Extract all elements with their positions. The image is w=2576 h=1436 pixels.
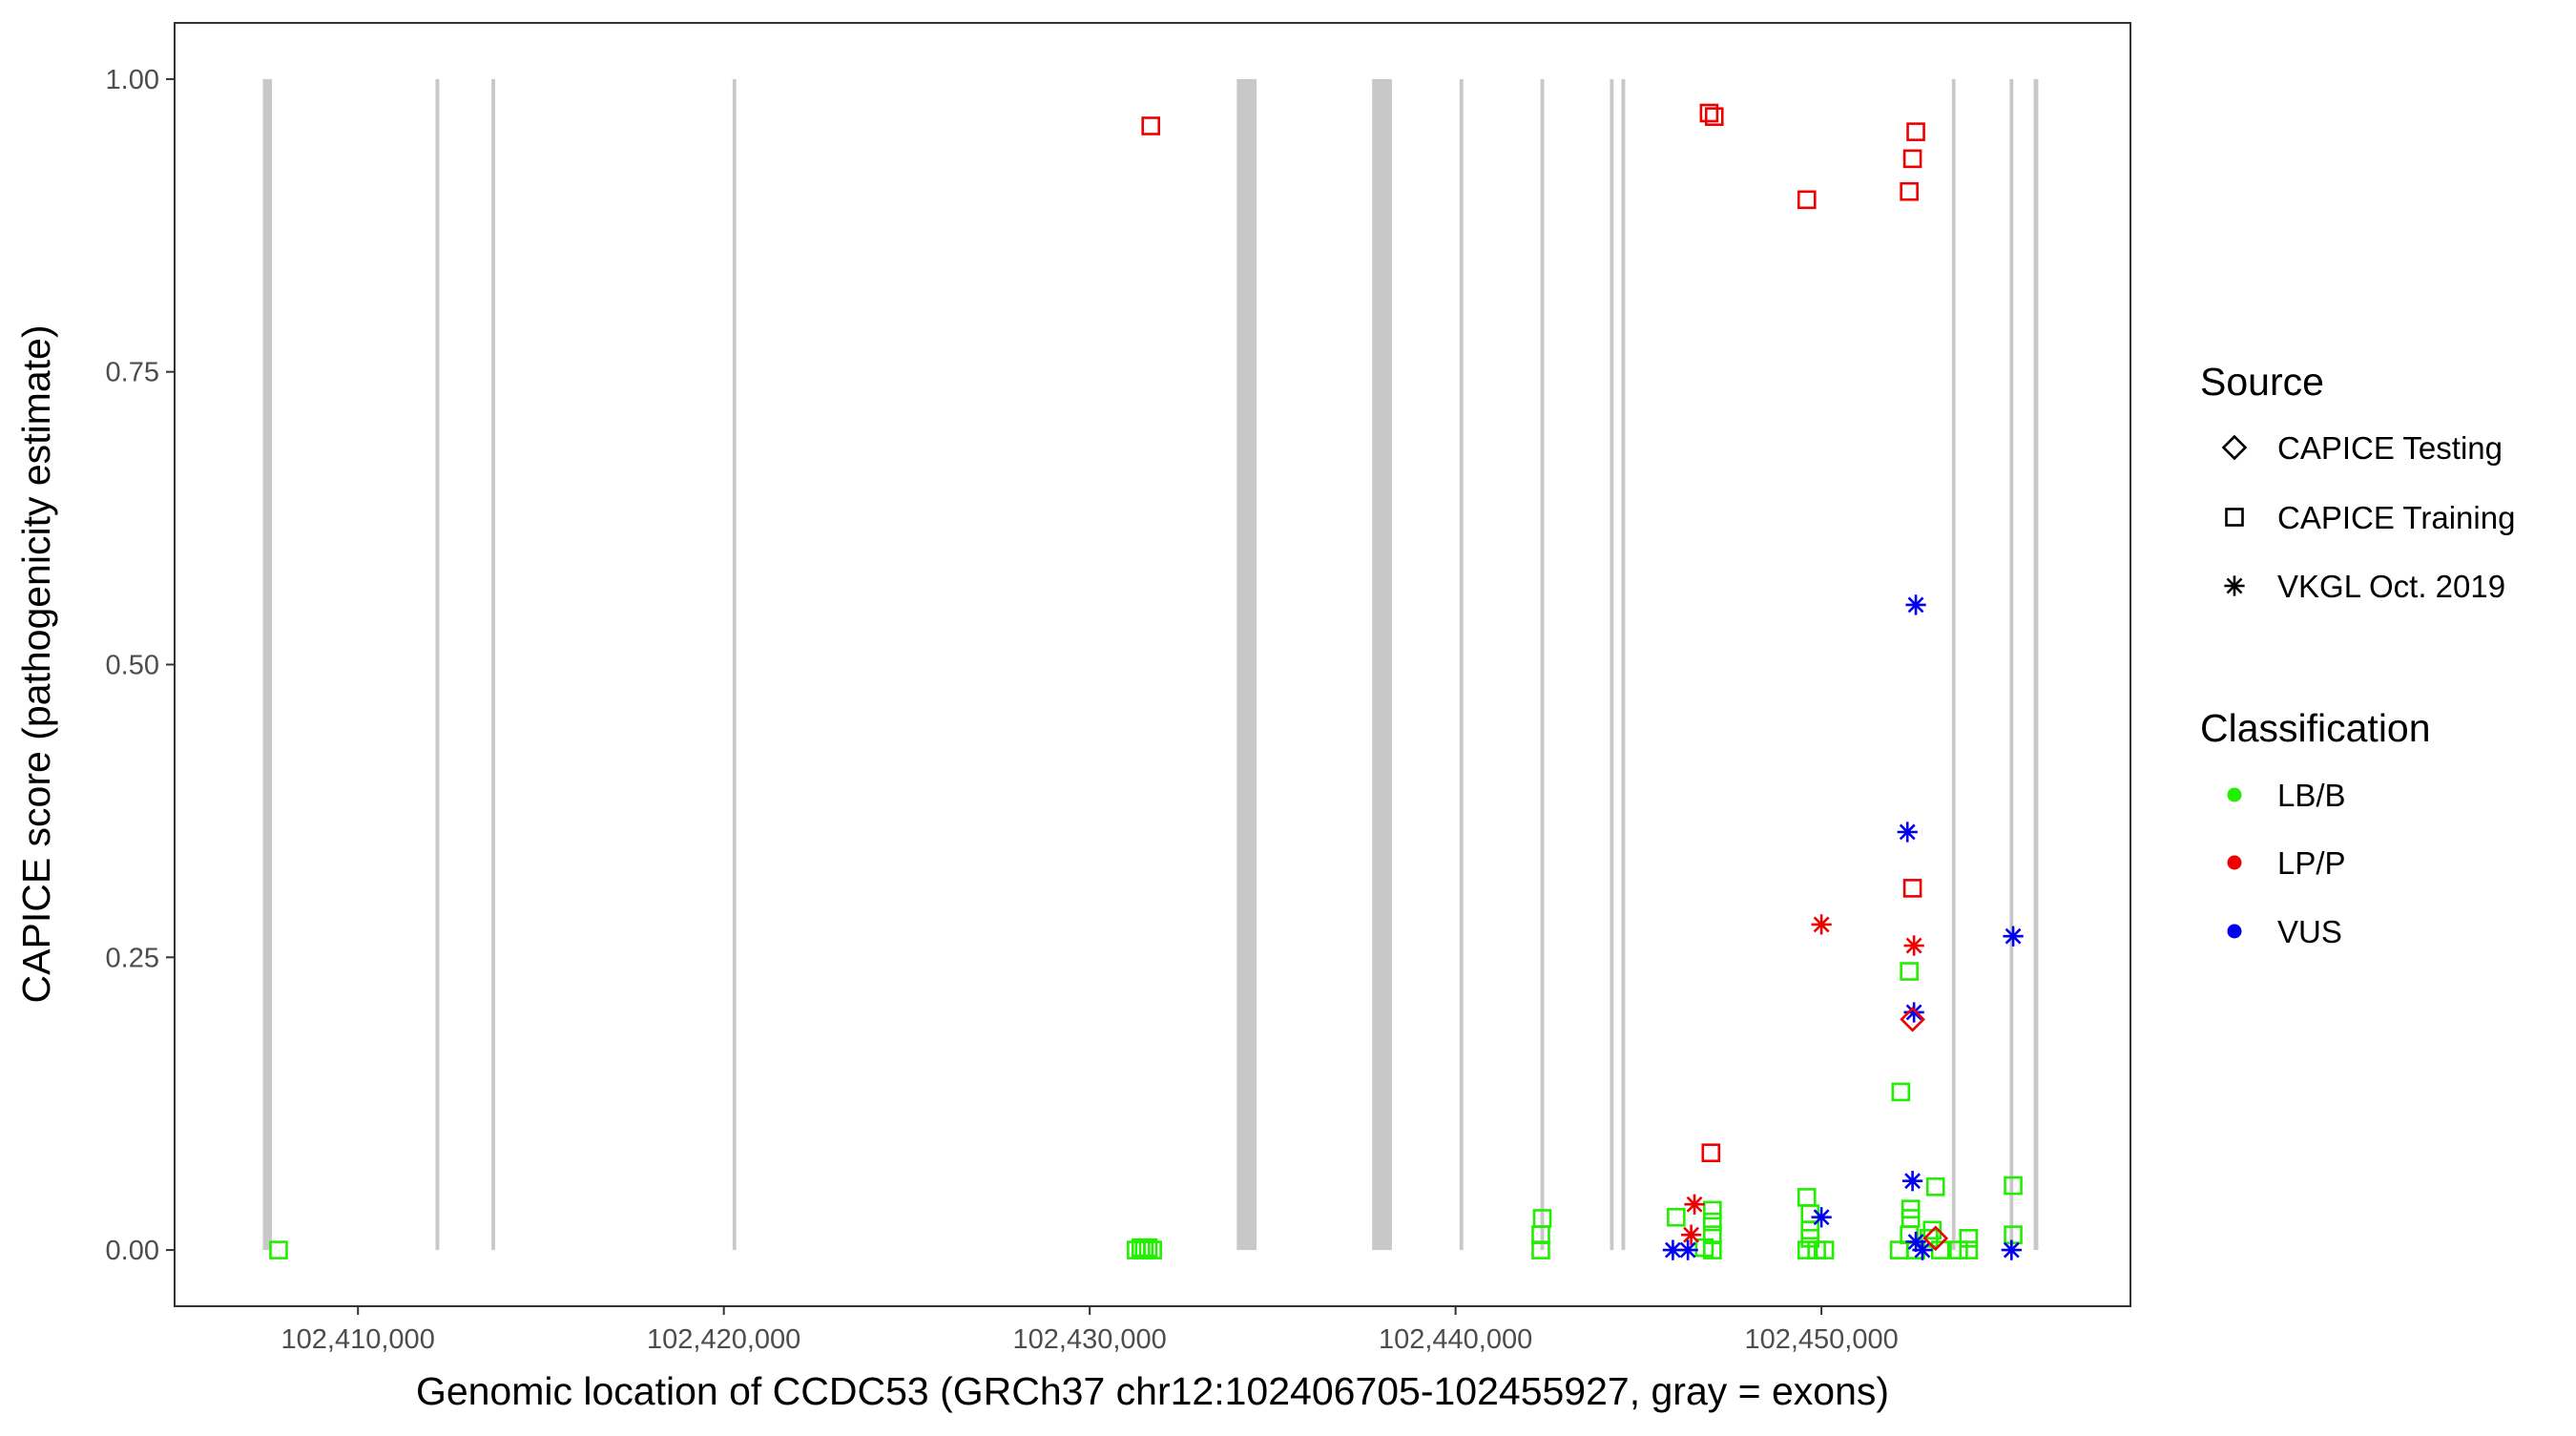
legend-dot-icon	[2227, 855, 2242, 870]
data-point-diamond	[1922, 1225, 1949, 1252]
data-point-square	[1959, 1229, 1979, 1248]
data-point-square	[1901, 1199, 1921, 1218]
y-axis-title: CAPICE score (pathogenicity estimate)	[14, 325, 58, 1004]
data-point-square	[1800, 1204, 1820, 1223]
plot-panel-border	[174, 22, 2131, 1307]
data-point-asterisk	[1677, 1239, 1698, 1260]
data-point-asterisk	[1811, 1207, 1832, 1228]
exon-band	[1459, 78, 1464, 1251]
y-tick-label: 1.00	[106, 65, 159, 95]
y-tick-label: 0.25	[106, 943, 159, 973]
data-points	[269, 103, 2024, 1260]
y-axis: 0.00 0.25 0.50 0.75 1.00	[106, 65, 175, 1266]
legend-class-item: LP/P	[2277, 845, 2346, 881]
data-point-square	[1704, 107, 1724, 126]
data-point-square	[1138, 1238, 1158, 1258]
exon-band	[1372, 78, 1392, 1251]
exon-band	[1540, 78, 1545, 1251]
data-point-square	[1797, 1240, 1817, 1259]
data-point-square	[269, 1240, 288, 1259]
exon-band	[1610, 78, 1614, 1251]
exon-band	[2033, 78, 2039, 1251]
legend-dot-icon	[2227, 787, 2242, 802]
data-point-asterisk	[1897, 822, 1918, 843]
data-point-square	[1901, 1209, 1921, 1228]
data-point-square	[1891, 1082, 1911, 1102]
data-point-square	[1959, 1240, 1979, 1259]
data-point-square	[1667, 1207, 1686, 1227]
data-point-asterisk	[1912, 1239, 1933, 1260]
data-point-square	[1703, 1200, 1722, 1220]
exon-band	[1951, 78, 1956, 1251]
data-point-square	[1141, 116, 1160, 135]
legend-class-title: Classification	[2200, 706, 2431, 750]
data-point-square	[1703, 1212, 1722, 1232]
x-axis: 102,410,000 102,420,000 102,430,000 102,440…	[281, 1306, 1899, 1355]
x-tick-label: 102,450,000	[1744, 1324, 1898, 1355]
legend-class-item: VUS	[2277, 914, 2342, 949]
exon-bands	[262, 78, 2039, 1251]
y-tick-label: 0.50	[106, 651, 159, 681]
exon-band	[435, 78, 440, 1251]
data-point-square	[1900, 181, 1919, 201]
legend-diamond-icon	[2221, 434, 2248, 461]
x-tick-label: 102,440,000	[1379, 1324, 1532, 1355]
data-point-asterisk	[1905, 594, 1926, 615]
legend-source-item: CAPICE Training	[2277, 500, 2515, 535]
data-point-square	[1925, 1177, 1945, 1197]
data-point-square	[1797, 190, 1817, 210]
data-point-asterisk	[1680, 1224, 1702, 1245]
data-point-square	[1949, 1240, 1968, 1259]
legend-source-title: Source	[2200, 360, 2324, 404]
data-point-asterisk	[1662, 1239, 1684, 1260]
data-point-square	[1900, 962, 1919, 981]
y-tick-label: 0.75	[106, 358, 159, 388]
data-point-square	[1906, 122, 1925, 141]
y-tick-label: 0.00	[106, 1236, 159, 1266]
x-tick-label: 102,430,000	[1013, 1324, 1167, 1355]
data-point-square	[1800, 1229, 1820, 1248]
data-point-square	[1701, 1143, 1721, 1163]
data-point-asterisk	[1905, 1231, 1926, 1253]
data-point-square	[1797, 1188, 1817, 1207]
x-axis-title: Genomic location of CCDC53 (GRCh37 chr12…	[416, 1369, 1889, 1413]
legend-asterisk-icon	[2224, 575, 2245, 596]
x-tick-label: 102,420,000	[647, 1324, 800, 1355]
data-point-square	[1889, 1240, 1909, 1259]
legend-source-item: VKGL Oct. 2019	[2277, 569, 2505, 604]
exon-band	[1621, 78, 1626, 1251]
legend-source-item: CAPICE Testing	[2277, 430, 2503, 466]
data-point-square	[2004, 1176, 2023, 1196]
exon-band	[1236, 78, 1257, 1251]
data-point-diamond	[1900, 1007, 1925, 1032]
x-tick-label: 102,410,000	[281, 1324, 435, 1355]
legend: Source Classification CAPICE Testing CAPI…	[2200, 360, 2515, 949]
data-point-asterisk	[1903, 935, 1924, 956]
data-point-square	[2004, 1225, 2023, 1244]
exon-band	[491, 78, 496, 1251]
data-point-square	[1532, 1209, 1552, 1228]
exon-band	[2009, 78, 2014, 1251]
data-point-square	[1699, 103, 1719, 123]
exon-band	[732, 78, 737, 1251]
data-point-asterisk	[1684, 1194, 1705, 1215]
data-point-asterisk	[1903, 1002, 1924, 1023]
data-point-square	[1694, 1238, 1714, 1258]
data-point-square	[1815, 1240, 1835, 1259]
data-point-square	[1902, 149, 1922, 169]
legend-dot-icon	[2227, 924, 2242, 939]
data-point-asterisk	[2001, 1239, 2022, 1260]
exon-band	[262, 78, 273, 1251]
data-point-square	[1143, 1240, 1162, 1259]
legend-class-item: LB/B	[2277, 778, 2346, 813]
data-point-asterisk	[1811, 914, 1832, 935]
legend-square-icon	[2225, 508, 2244, 527]
data-point-asterisk	[1901, 1171, 1923, 1192]
data-point-square	[1902, 879, 1922, 898]
data-point-asterisk	[2003, 926, 2024, 947]
